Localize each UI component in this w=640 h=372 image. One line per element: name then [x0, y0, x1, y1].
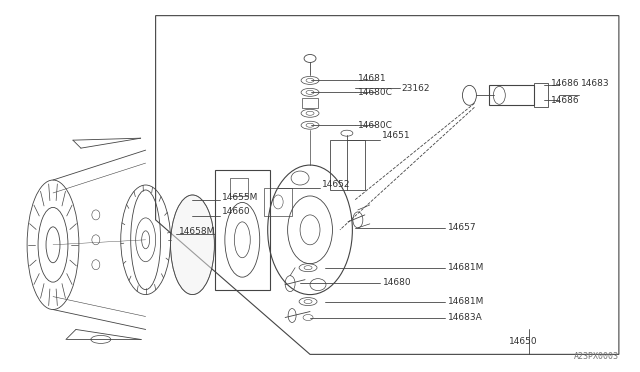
Text: 14683A: 14683A: [447, 313, 483, 322]
Bar: [302, 98, 318, 108]
Text: 14681: 14681: [358, 74, 387, 83]
Text: 14680C: 14680C: [358, 121, 393, 130]
Text: 14680C: 14680C: [358, 88, 393, 97]
Text: 14657: 14657: [447, 223, 476, 232]
Text: 14686: 14686: [551, 96, 580, 105]
Text: 14680: 14680: [383, 278, 412, 287]
Bar: [490, 86, 534, 105]
Text: 14681M: 14681M: [447, 263, 484, 272]
Text: 14683: 14683: [581, 79, 610, 88]
Bar: [264, 188, 292, 216]
Text: A23PX0003: A23PX0003: [574, 352, 619, 361]
Text: 14651: 14651: [382, 131, 410, 140]
Text: 23162: 23162: [402, 84, 430, 93]
Bar: [330, 140, 365, 190]
Text: 14652: 14652: [322, 180, 351, 189]
Text: 14660: 14660: [222, 208, 251, 217]
Bar: [534, 83, 548, 107]
Text: 14681M: 14681M: [447, 297, 484, 306]
Text: 14686: 14686: [551, 79, 580, 88]
Bar: [230, 178, 248, 196]
Ellipse shape: [171, 195, 214, 295]
Text: 14658M: 14658M: [179, 227, 215, 236]
Text: 14655M: 14655M: [222, 193, 259, 202]
Bar: [216, 170, 270, 290]
Text: 14650: 14650: [509, 337, 538, 346]
